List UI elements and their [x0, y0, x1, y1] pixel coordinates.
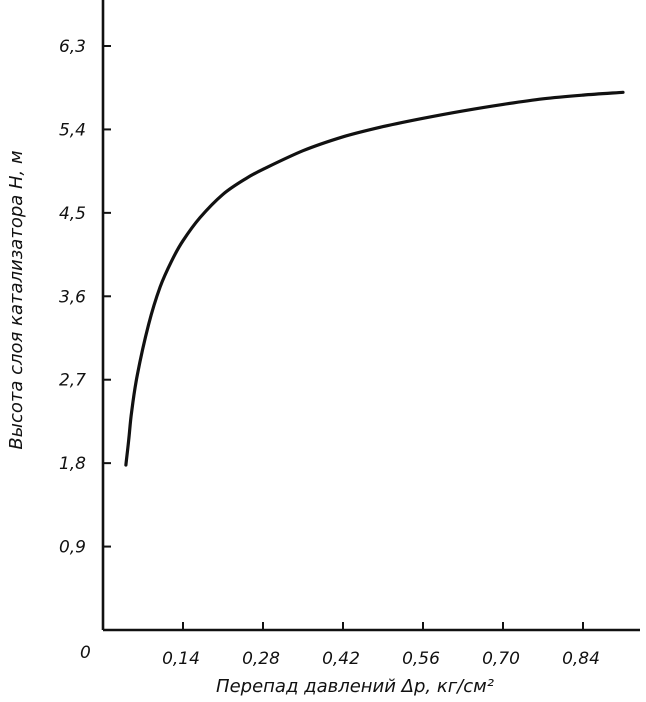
origin-label: 0	[80, 643, 91, 663]
x-tick-label: 0,70	[482, 649, 520, 669]
x-tick-label: 0,42	[322, 649, 360, 669]
x-tick-label: 0,84	[562, 649, 600, 669]
x-tick-label: 0,14	[162, 649, 200, 669]
y-tick-label: 3,6	[59, 287, 86, 307]
x-tick-label: 0,28	[242, 649, 280, 669]
tick-labels: 0,14 0,28 0,42 0,56 0,70 0,84 0,9 1,8 2,7 3,6 4,5 5…	[59, 37, 600, 669]
y-tick-label: 2,7	[59, 371, 86, 391]
y-tick-label: 0,9	[59, 538, 86, 558]
x-tick-label: 0,56	[402, 649, 440, 669]
x-axis-title: Перепад давлений Δp, кг/см²	[216, 676, 494, 697]
y-tick-label: 6,3	[59, 37, 86, 57]
y-tick-label: 4,5	[59, 204, 86, 224]
y-axis-title: Высота слоя катализатора H, м	[6, 150, 27, 449]
series-line	[124, 90, 625, 467]
y-tick-label: 5,4	[59, 120, 86, 140]
series	[124, 90, 625, 467]
y-tick-label: 1,8	[59, 454, 86, 474]
ticks	[103, 45, 584, 630]
axes	[101, 0, 640, 632]
